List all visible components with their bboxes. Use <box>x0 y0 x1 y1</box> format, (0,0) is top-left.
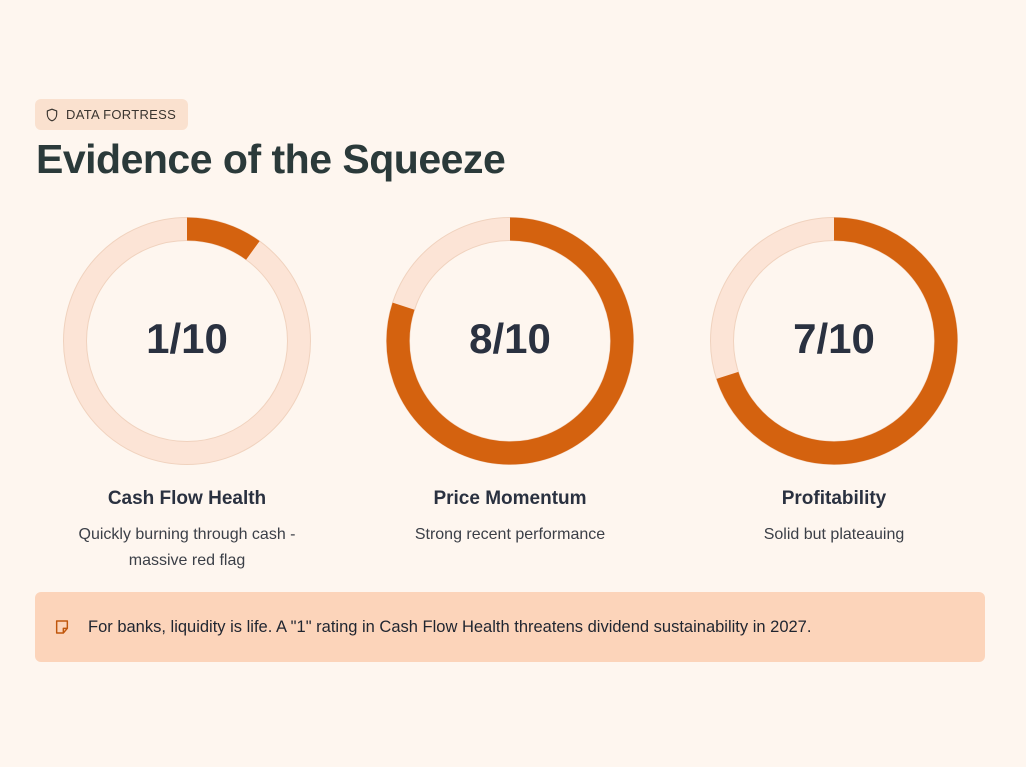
gauge-chart: 1/10 <box>63 217 311 465</box>
badge-label: DATA FORTRESS <box>66 107 177 122</box>
gauge-title: Price Momentum <box>433 488 587 509</box>
shield-icon <box>45 108 59 122</box>
gauge-profitability: 7/10 Profitability Solid but plateauing <box>709 216 959 548</box>
gauge-description: Strong recent performance <box>414 526 606 543</box>
callout-note: For banks, liquidity is life. A "1" rati… <box>35 592 985 662</box>
gauge-title: Profitability <box>781 488 887 509</box>
gauge-value-arc <box>710 217 958 465</box>
gauge-value: 1/10 <box>146 315 228 362</box>
page-title: Evidence of the Squeeze <box>36 136 506 182</box>
gauge-chart: 8/10 <box>386 217 634 465</box>
gauge-description: Quickly burning through cash - massive r… <box>78 526 296 569</box>
section-badge: DATA FORTRESS <box>35 99 189 130</box>
gauge-cash-flow-health: 1/10 Cash Flow Health Quickly burning th… <box>62 216 312 574</box>
gauge-chart: 7/10 <box>710 217 958 465</box>
gauge-price-momentum: 8/10 Price Momentum Strong recent perfor… <box>385 216 635 548</box>
note-text: For banks, liquidity is life. A "1" rati… <box>88 617 812 636</box>
gauge-title: Cash Flow Health <box>107 488 267 509</box>
gauge-value-arc <box>386 217 634 465</box>
gauge-value: 8/10 <box>469 315 551 362</box>
gauge-track-inner-edge <box>86 240 288 442</box>
note-icon <box>54 619 70 635</box>
gauge-value-arc <box>63 217 311 465</box>
gauge-value: 7/10 <box>793 315 875 362</box>
gauge-description: Solid but plateauing <box>763 526 905 543</box>
